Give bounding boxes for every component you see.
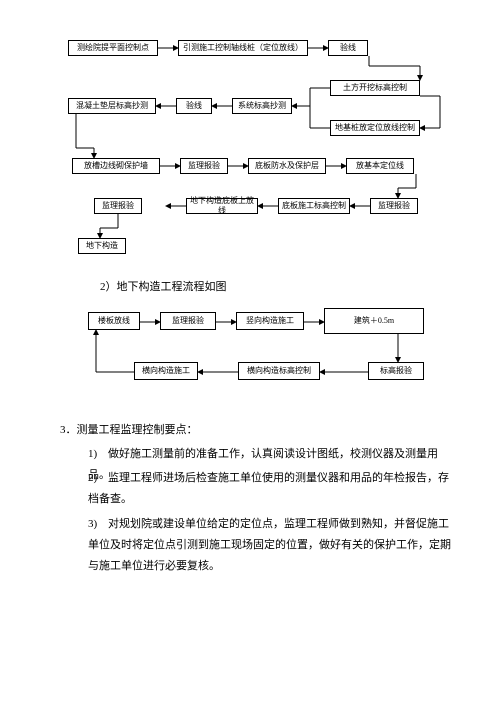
- node-n16: 地下构造底板上放线: [186, 198, 258, 214]
- node-m7: 横向构造施工: [134, 362, 198, 380]
- node-n2: 引测施工控制轴线桩（定位放线）: [178, 40, 308, 56]
- node-n12: 放基本定位线: [346, 158, 414, 174]
- node-n18: 地下构造: [78, 238, 126, 254]
- node-m5: 标高报验: [368, 362, 424, 380]
- section3-title: 3．测量工程监理控制要点：: [60, 420, 460, 441]
- node-n4: 土方开挖标高控制: [330, 80, 420, 96]
- node-m1: 楼板放线: [88, 312, 140, 330]
- node-m4: 建筑＋0.5m: [324, 308, 424, 334]
- item3-text: 对规划院或建设单位给定的定位点，监理工程师做到熟知，并督促施工单位及时将定位点引…: [88, 518, 451, 572]
- diagram1-arrows: [0, 0, 500, 260]
- node-n6: 系统标高抄测: [232, 98, 292, 114]
- node-n17: 监理报验: [94, 198, 142, 214]
- section3-item3: 3)对规划院或建设单位给定的定位点，监理工程师做到熟知，并督促施工单位及时将定位…: [88, 514, 458, 577]
- node-n13: 监理报验: [370, 198, 418, 214]
- caption-diagram2: 2）地下构造工程流程如图: [100, 278, 227, 294]
- node-n8: 混凝土垫层标高抄测: [68, 98, 156, 114]
- node-n7: 验线: [176, 98, 212, 114]
- node-n1: 测绘院提平面控制点: [68, 40, 158, 56]
- node-m2: 监理报验: [160, 312, 216, 330]
- node-n9: 放槽边线砌保护墙: [72, 158, 160, 174]
- node-n3: 验线: [328, 40, 368, 56]
- item2-text: 监理工程师进场后检查施工单位使用的测量仪器和用品的年检报告，存档备查。: [88, 472, 449, 505]
- node-n5: 地基桩放定位放线控制: [330, 120, 420, 136]
- node-n14: 底板施工标高控制: [278, 198, 350, 214]
- node-m3: 竖向构造施工: [236, 312, 304, 330]
- node-m6: 横向构造标高控制: [238, 362, 320, 380]
- node-n10: 监理报验: [180, 158, 228, 174]
- section3-item2: 2)监理工程师进场后检查施工单位使用的测量仪器和用品的年检报告，存档备查。: [88, 468, 458, 510]
- node-n11: 底板防水及保护层: [248, 158, 326, 174]
